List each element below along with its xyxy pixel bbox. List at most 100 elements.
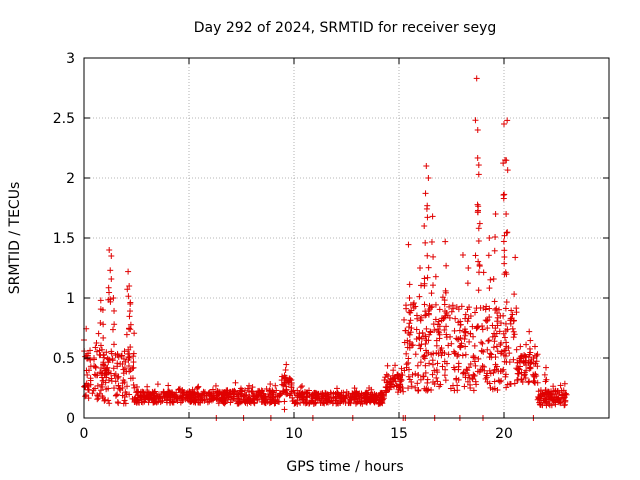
data-point	[151, 396, 158, 403]
data-point	[421, 301, 428, 308]
data-point	[433, 374, 440, 381]
data-point	[355, 398, 362, 405]
data-point	[112, 371, 119, 378]
data-point	[125, 293, 132, 300]
data-point	[106, 356, 113, 363]
data-point	[424, 214, 431, 221]
data-point	[475, 355, 482, 362]
data-point	[101, 367, 108, 374]
data-point	[473, 381, 480, 388]
data-point	[412, 370, 419, 377]
data-point	[521, 351, 528, 358]
data-point	[386, 386, 393, 393]
data-point	[82, 393, 89, 400]
data-point	[121, 348, 128, 355]
data-point	[531, 373, 538, 380]
data-point	[194, 384, 201, 391]
data-point	[510, 356, 517, 363]
data-point	[492, 211, 499, 217]
data-point	[489, 333, 496, 340]
data-point	[281, 379, 288, 386]
data-point	[224, 387, 231, 394]
data-point	[501, 253, 508, 260]
data-point	[308, 397, 315, 404]
data-point	[428, 238, 435, 245]
data-point	[525, 354, 532, 361]
data-point	[349, 390, 356, 397]
data-point	[423, 325, 430, 332]
data-point	[288, 383, 295, 390]
data-point	[130, 359, 137, 366]
data-point	[291, 389, 298, 396]
data-point	[421, 282, 428, 289]
data-point	[543, 395, 550, 402]
data-point	[541, 371, 548, 378]
data-point	[82, 383, 89, 390]
data-point	[491, 378, 498, 385]
data-point	[124, 286, 131, 293]
data-point	[415, 387, 422, 394]
data-point	[375, 400, 382, 407]
data-point	[413, 312, 420, 319]
data-point	[384, 362, 391, 369]
data-point	[403, 361, 410, 368]
data-point	[251, 390, 258, 397]
data-point	[527, 359, 534, 366]
data-point	[125, 268, 132, 275]
data-point	[138, 388, 145, 395]
data-point	[521, 372, 528, 379]
data-point	[247, 400, 254, 407]
data-point	[106, 400, 113, 407]
data-point	[297, 384, 304, 391]
data-point	[281, 406, 288, 413]
data-point	[94, 396, 101, 403]
data-point	[115, 400, 122, 407]
data-point	[401, 367, 408, 374]
data-point	[486, 285, 493, 292]
data-point	[561, 380, 568, 387]
data-point	[414, 380, 421, 387]
data-point	[118, 352, 125, 359]
data-point	[408, 378, 415, 385]
data-point	[102, 396, 109, 403]
data-point	[177, 399, 184, 406]
data-point	[474, 154, 481, 161]
data-point	[407, 329, 414, 336]
data-point	[410, 305, 417, 312]
data-point	[246, 382, 253, 389]
data-point	[517, 343, 524, 350]
data-point	[445, 351, 452, 358]
data-point	[523, 341, 530, 348]
data-point	[441, 372, 448, 379]
data-point	[417, 265, 423, 271]
data-point	[167, 396, 174, 403]
data-point	[432, 301, 439, 308]
data-point	[456, 327, 463, 334]
data-point	[482, 375, 489, 382]
data-point	[302, 400, 309, 407]
data-point	[547, 391, 554, 398]
data-point	[492, 325, 499, 332]
data-point	[100, 321, 107, 328]
data-point	[165, 382, 172, 389]
data-point	[365, 389, 372, 396]
data-point	[534, 379, 541, 386]
data-point	[108, 375, 115, 382]
data-point	[406, 281, 413, 288]
data-point	[230, 388, 237, 395]
data-point	[462, 351, 469, 358]
data-point	[515, 370, 522, 377]
data-point	[493, 330, 500, 337]
data-point	[282, 374, 289, 381]
data-point	[491, 338, 498, 345]
data-point	[534, 351, 541, 358]
data-point	[433, 349, 440, 356]
data-point	[250, 399, 257, 406]
data-point	[431, 367, 438, 374]
data-point	[330, 395, 337, 402]
data-point	[134, 383, 141, 390]
data-point	[550, 383, 557, 390]
data-point	[381, 377, 388, 384]
data-point	[127, 326, 134, 333]
